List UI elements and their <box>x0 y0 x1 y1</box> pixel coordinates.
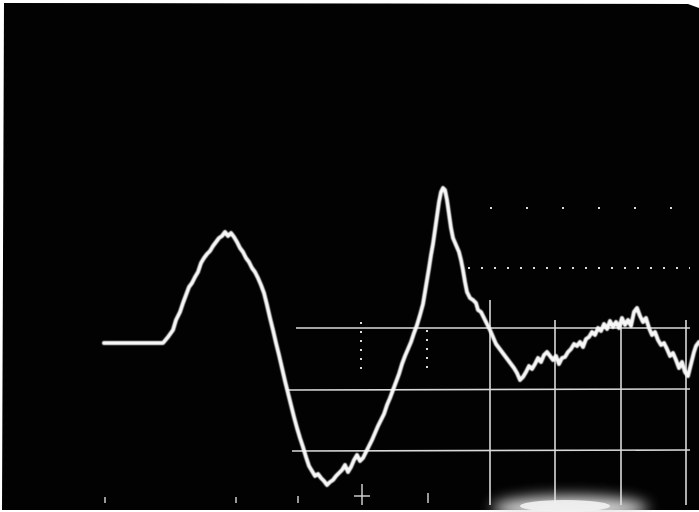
graticule-line <box>287 388 691 391</box>
phosphor-glow <box>520 500 610 512</box>
screen-area <box>2 3 699 510</box>
waveform-trace <box>102 186 699 487</box>
graticule-line <box>291 449 691 452</box>
